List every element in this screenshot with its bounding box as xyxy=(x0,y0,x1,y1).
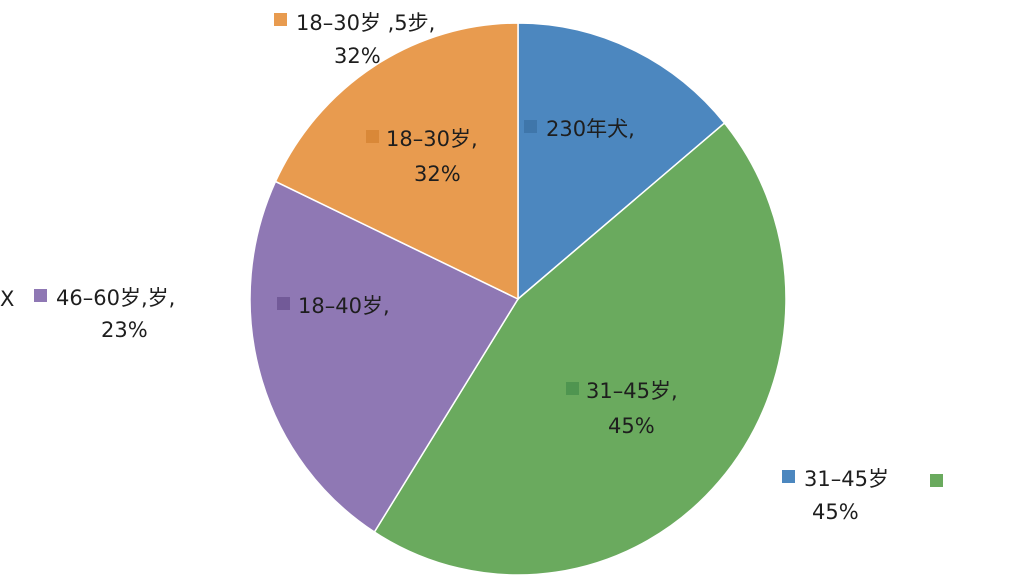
slice-percent-orange: 32% xyxy=(414,162,461,186)
slice-label-blue-text: 230年犬, xyxy=(546,117,635,141)
pie-slices xyxy=(249,22,787,576)
legend-swatch-blue xyxy=(524,120,537,133)
outer-percent-orange: 32% xyxy=(334,44,381,68)
slice-label-purple-text: 18–40岁, xyxy=(298,294,390,318)
slice-label-orange-text: 18–30岁, xyxy=(386,127,478,151)
pie-slice-blue xyxy=(517,22,726,301)
outer-label-purple: X 46–60岁,岁, 23% xyxy=(0,286,175,342)
outer-label-blue: 31–45岁 45% xyxy=(782,467,943,524)
slice-label-blue: 230年犬, xyxy=(524,117,635,141)
legend-swatch-purple xyxy=(277,297,290,310)
stray-x-mark: X xyxy=(0,287,14,311)
outer-percent-purple: 23% xyxy=(101,318,148,342)
outer-label-purple-text: 46–60岁,岁, xyxy=(56,286,175,310)
legend-swatch-orange xyxy=(366,130,379,143)
outer-swatch-orange xyxy=(274,13,287,26)
slice-label-purple: 18–40岁, xyxy=(277,294,390,318)
outer-swatch-green xyxy=(930,474,943,487)
legend-swatch-green xyxy=(566,382,579,395)
outer-swatch-blue xyxy=(782,470,795,483)
outer-label-orange-text: 18–30岁 ,5步, xyxy=(296,11,435,35)
outer-percent-blue: 45% xyxy=(812,500,859,524)
outer-swatch-purple xyxy=(34,289,47,302)
pie-slice-purple xyxy=(249,180,520,534)
slice-percent-green: 45% xyxy=(608,414,655,438)
slice-label-green: 31–45岁, 45% xyxy=(566,379,678,438)
pie-slice-orange xyxy=(274,22,519,301)
slice-label-green-text: 31–45岁, xyxy=(586,379,678,403)
outer-label-orange: 18–30岁 ,5步, 32% xyxy=(274,11,435,68)
outer-label-blue-text: 31–45岁 xyxy=(804,467,889,491)
slice-label-orange: 18–30岁, 32% xyxy=(366,127,478,186)
pie-slice-green xyxy=(373,121,787,576)
